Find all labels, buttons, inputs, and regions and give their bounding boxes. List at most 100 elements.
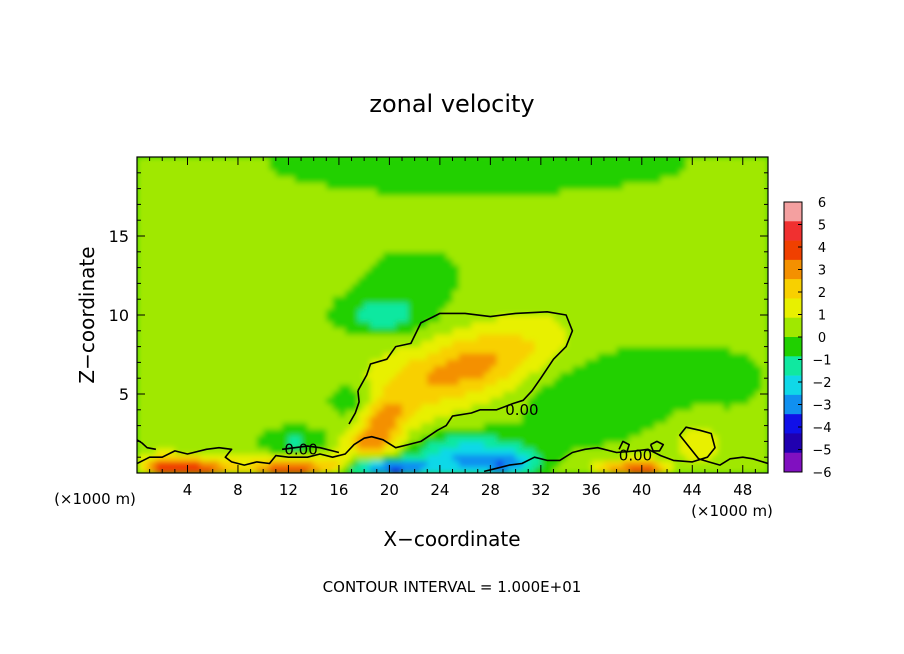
field-cell <box>187 232 195 240</box>
field-cell <box>509 289 517 297</box>
field-cell <box>439 378 447 386</box>
field-cell <box>288 435 296 442</box>
field-cell <box>244 213 252 221</box>
field-cell <box>736 315 744 322</box>
field-cell <box>345 346 353 354</box>
field-cell <box>717 207 725 215</box>
field-cell <box>629 371 637 379</box>
field-cell <box>667 352 674 360</box>
field-cell <box>471 207 479 215</box>
field-cell <box>389 352 397 360</box>
field-cell <box>206 226 214 234</box>
field-cell <box>376 232 384 240</box>
field-cell <box>395 333 403 341</box>
field-cell <box>471 258 479 266</box>
field-cell <box>244 277 252 284</box>
field-cell <box>250 251 258 259</box>
field-cell <box>212 277 220 284</box>
field-cell <box>622 296 630 303</box>
field-cell <box>742 447 750 455</box>
field-cell <box>389 169 397 177</box>
field-cell <box>660 416 668 424</box>
field-cell <box>351 435 359 442</box>
field-cell <box>465 213 473 221</box>
field-cell <box>137 220 144 228</box>
field-cell <box>326 182 334 190</box>
field-cell <box>149 416 157 424</box>
field-cell <box>427 447 435 455</box>
field-cell <box>427 466 435 473</box>
field-cell <box>433 371 441 379</box>
field-cell <box>742 251 750 259</box>
field-cell <box>515 352 523 360</box>
field-cell <box>673 416 681 424</box>
field-cell <box>288 447 296 455</box>
field-cell <box>704 359 712 367</box>
field-cell <box>490 308 498 316</box>
field-cell <box>168 359 176 367</box>
field-cell <box>704 403 712 411</box>
field-cell <box>357 403 365 411</box>
field-cell <box>547 315 555 322</box>
field-cell <box>250 390 258 398</box>
field-cell <box>313 365 321 373</box>
field-cell <box>307 169 315 177</box>
field-cell <box>528 251 536 259</box>
field-cell <box>521 220 529 228</box>
field-cell <box>319 428 327 436</box>
field-cell <box>212 365 220 373</box>
field-cell <box>219 251 226 259</box>
field-cell <box>427 403 435 411</box>
field-cell <box>755 201 763 209</box>
field-cell <box>749 346 756 354</box>
field-cell <box>736 175 744 183</box>
field-cell <box>402 239 409 247</box>
field-cell <box>458 333 466 341</box>
field-cell <box>540 416 548 424</box>
field-cell <box>307 447 315 455</box>
field-cell <box>168 207 176 215</box>
field-cell <box>263 201 271 209</box>
field-cell <box>244 346 252 354</box>
field-cell <box>263 390 271 398</box>
field-cell <box>155 157 163 164</box>
field-cell <box>566 264 573 272</box>
field-cell <box>376 454 384 461</box>
field-cell <box>603 447 611 455</box>
field-cell <box>206 321 214 329</box>
field-cell <box>629 283 637 291</box>
field-cell <box>603 441 611 449</box>
field-cell <box>755 460 763 468</box>
field-cell <box>755 340 763 348</box>
field-cell <box>717 245 725 253</box>
field-cell <box>736 378 744 386</box>
field-cell <box>181 321 189 329</box>
field-cell <box>269 340 277 348</box>
field-cell <box>256 277 264 284</box>
field-cell <box>698 296 706 303</box>
field-cell <box>338 277 346 284</box>
field-cell <box>521 194 529 202</box>
field-cell <box>477 428 485 436</box>
field-cell <box>528 157 536 164</box>
field-cell <box>332 245 340 253</box>
field-cell <box>692 460 700 468</box>
field-cell <box>755 447 763 455</box>
field-cell <box>307 245 315 253</box>
field-cell <box>477 416 485 424</box>
field-cell <box>383 454 390 461</box>
field-cell <box>269 226 277 234</box>
field-cell <box>477 390 485 398</box>
field-cell <box>667 371 674 379</box>
field-cell <box>187 182 195 190</box>
field-cell <box>490 277 498 284</box>
field-cell <box>452 378 460 386</box>
field-cell <box>376 213 384 221</box>
field-cell <box>679 428 687 436</box>
field-cell <box>585 315 592 322</box>
field-cell <box>212 283 220 291</box>
field-cell <box>383 308 390 316</box>
field-cell <box>263 397 271 405</box>
field-cell <box>149 428 157 436</box>
field-cell <box>547 264 555 272</box>
